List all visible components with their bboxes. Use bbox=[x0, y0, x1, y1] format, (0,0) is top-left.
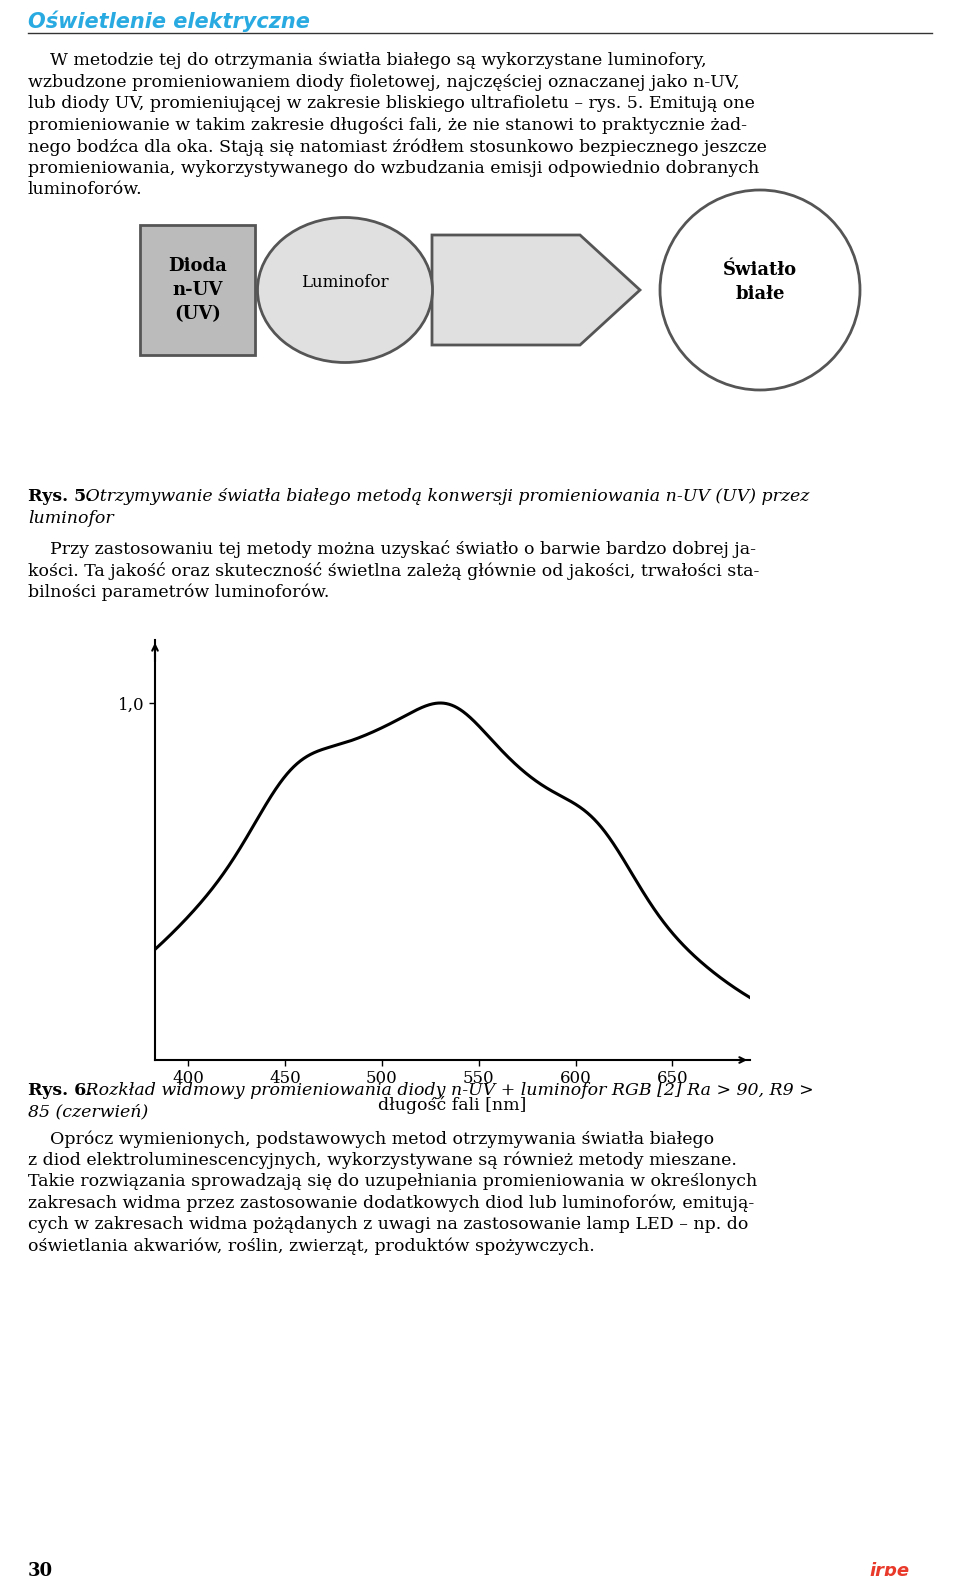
Text: Rys. 5.: Rys. 5. bbox=[28, 489, 92, 504]
FancyBboxPatch shape bbox=[140, 225, 255, 355]
Text: luminoforów.: luminoforów. bbox=[28, 181, 143, 199]
Text: Rozkład widmowy promieniowania diody n-UV + luminofor RGB [2] Ra > 90, R9 >: Rozkład widmowy promieniowania diody n-U… bbox=[80, 1083, 814, 1098]
Text: zakresach widma przez zastosowanie dodatkowych diod lub luminoforów, emitują-: zakresach widma przez zastosowanie dodat… bbox=[28, 1195, 755, 1212]
Text: Otrzymywanie światła białego metodą konwersji promieniowania n-UV (UV) przez: Otrzymywanie światła białego metodą konw… bbox=[80, 489, 809, 504]
Text: Rys. 6.: Rys. 6. bbox=[28, 1083, 92, 1098]
Text: Takie rozwiązania sprowadzają się do uzupełniania promieniowania w określonych: Takie rozwiązania sprowadzają się do uzu… bbox=[28, 1173, 757, 1190]
Text: nego bodźca dla oka. Stają się natomiast źródłem stosunkowo bezpiecznego jeszcze: nego bodźca dla oka. Stają się natomiast… bbox=[28, 139, 767, 156]
Text: W metodzie tej do otrzymania światła białego są wykorzystane luminofory,: W metodzie tej do otrzymania światła bia… bbox=[28, 52, 707, 69]
Polygon shape bbox=[432, 235, 640, 345]
Text: 30: 30 bbox=[28, 1562, 53, 1576]
Text: Luminofor: Luminofor bbox=[301, 274, 389, 290]
Text: Światło
białe: Światło białe bbox=[723, 262, 797, 303]
Text: Oprócz wymienionych, podstawowych metod otrzymywania światła białego: Oprócz wymienionych, podstawowych metod … bbox=[28, 1130, 714, 1147]
Text: 85 (czerwień): 85 (czerwień) bbox=[28, 1103, 148, 1121]
Text: oświetlania akwariów, roślin, zwierząt, produktów spożywczych.: oświetlania akwariów, roślin, zwierząt, … bbox=[28, 1237, 595, 1254]
Text: bilności parametrów luminoforów.: bilności parametrów luminoforów. bbox=[28, 583, 329, 600]
Text: irpe: irpe bbox=[870, 1562, 910, 1576]
Text: Dioda
n-UV
(UV): Dioda n-UV (UV) bbox=[168, 257, 227, 323]
Text: cych w zakresach widma pożądanych z uwagi na zastosowanie lamp LED – np. do: cych w zakresach widma pożądanych z uwag… bbox=[28, 1217, 749, 1232]
Text: Oświetlenie elektryczne: Oświetlenie elektryczne bbox=[28, 9, 310, 32]
Text: lub diody UV, promieniującej w zakresie bliskiego ultrafioletu – rys. 5. Emitują: lub diody UV, promieniującej w zakresie … bbox=[28, 95, 755, 112]
Text: wzbudzone promieniowaniem diody fioletowej, najczęściej oznaczanej jako n-UV,: wzbudzone promieniowaniem diody fioletow… bbox=[28, 74, 740, 90]
Ellipse shape bbox=[257, 217, 433, 362]
Text: Przy zastosowaniu tej metody można uzyskać światło o barwie bardzo dobrej ja-: Przy zastosowaniu tej metody można uzysk… bbox=[28, 541, 756, 558]
Text: promieniowania, wykorzystywanego do wzbudzania emisji odpowiednio dobranych: promieniowania, wykorzystywanego do wzbu… bbox=[28, 159, 759, 177]
Text: luminofor: luminofor bbox=[28, 509, 113, 526]
Text: z diod elektroluminescencyjnych, wykorzystywane są również metody mieszane.: z diod elektroluminescencyjnych, wykorzy… bbox=[28, 1152, 737, 1169]
X-axis label: długość fali [nm]: długość fali [nm] bbox=[378, 1095, 527, 1114]
Circle shape bbox=[660, 191, 860, 389]
Text: promieniowanie w takim zakresie długości fali, że nie stanowi to praktycznie żad: promieniowanie w takim zakresie długości… bbox=[28, 117, 747, 134]
Text: kości. Ta jakość oraz skuteczność świetlna zależą głównie od jakości, trwałości : kości. Ta jakość oraz skuteczność świetl… bbox=[28, 561, 759, 580]
